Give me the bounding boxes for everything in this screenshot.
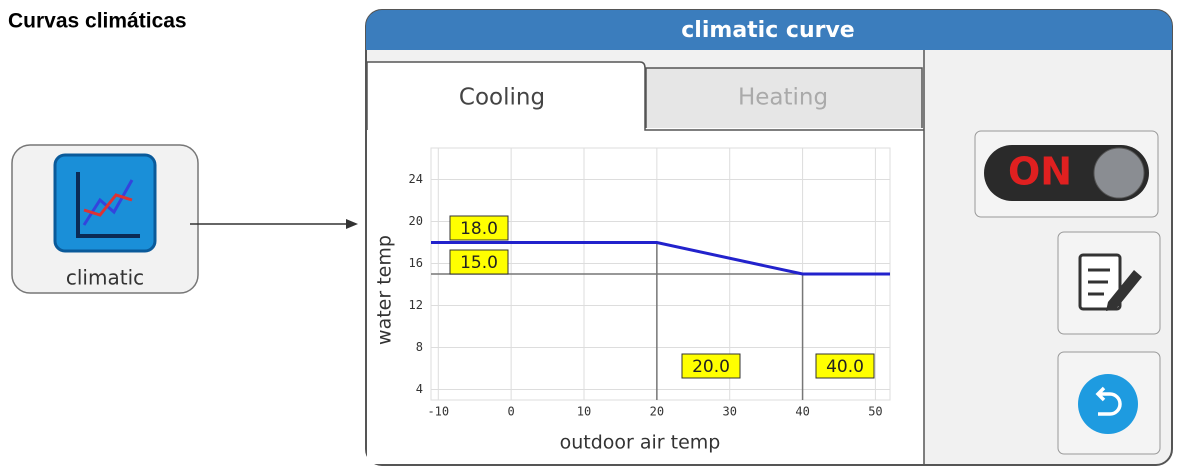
- value-box-label: 40.0: [826, 357, 864, 377]
- tab-label: Cooling: [459, 85, 545, 111]
- back-icon: [1078, 374, 1138, 434]
- arrow-head: [346, 219, 358, 229]
- y-tick-label: 24: [409, 172, 423, 186]
- climatic-app[interactable]: climatic: [11, 144, 199, 294]
- panel-title: climatic curve: [681, 18, 854, 43]
- x-tick-label: 10: [577, 405, 591, 419]
- doc-lines: [1088, 268, 1110, 296]
- y-tick-label: 16: [409, 256, 423, 270]
- chart-area: [367, 128, 924, 464]
- value-box-label: 20.0: [692, 357, 730, 377]
- toggle-label: ON: [1008, 150, 1072, 194]
- y-tick-label: 8: [416, 340, 423, 354]
- y-tick-label: 20: [409, 214, 423, 228]
- y-tick-label: 12: [409, 298, 423, 312]
- value-box-label: 15.0: [460, 253, 498, 273]
- tab-label: Heating: [738, 85, 828, 111]
- back-button[interactable]: [1057, 351, 1161, 455]
- toggle-button[interactable]: ON: [974, 130, 1159, 218]
- value-box: [449, 249, 509, 275]
- icon-axes: [76, 172, 140, 238]
- app-label: climatic: [66, 266, 144, 290]
- x-axis-label: outdoor air temp: [560, 432, 721, 454]
- x-tick-label: 20: [650, 405, 664, 419]
- x-tick-label: 0: [508, 405, 515, 419]
- value-box: [681, 353, 741, 379]
- value-box-label: 18.0: [460, 219, 498, 239]
- back-arrow: [1095, 386, 1122, 416]
- y-tick-label: 4: [416, 382, 423, 396]
- edit-button[interactable]: [1057, 231, 1161, 335]
- x-tick-label: 30: [722, 405, 736, 419]
- plot: -10 0 10 20 30 40 50 4 8 12 16 20 24 outdoor air temp…: [374, 147, 891, 454]
- tab-heating[interactable]: [645, 67, 923, 128]
- curve: [431, 241, 890, 276]
- value-box: [815, 353, 875, 379]
- panel-header: [366, 10, 1172, 50]
- tab-cooling[interactable]: [366, 61, 924, 131]
- x-tick-label: 40: [795, 405, 809, 419]
- x-tick-label: 50: [868, 405, 882, 419]
- value-box: [449, 215, 509, 241]
- toggle-knob: [1093, 147, 1145, 199]
- page-title: Curvas climáticas: [8, 10, 187, 33]
- pen-icon: [1106, 270, 1142, 311]
- icon-line: [83, 193, 133, 217]
- y-axis-label: water temp: [374, 235, 396, 345]
- x-tick-label: -10: [427, 405, 449, 419]
